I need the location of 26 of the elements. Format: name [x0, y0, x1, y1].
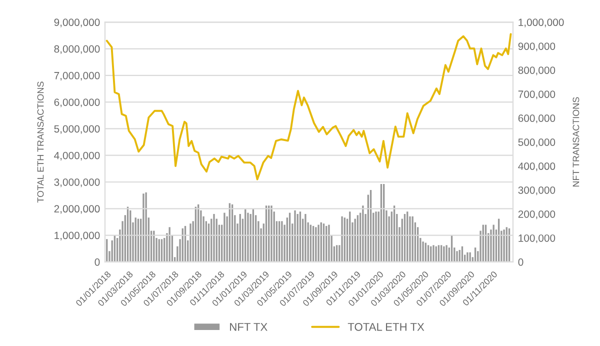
- y2-tick-label: 700,000: [518, 90, 556, 100]
- legend-label: NFT TX: [230, 323, 268, 331]
- y2-tick-label: 1,000,000: [518, 18, 564, 28]
- y-tick-label: 3,000,000: [54, 178, 100, 188]
- y2-tick-label: 600,000: [518, 114, 556, 124]
- line-series: [106, 33, 512, 180]
- y2-tick-label: 900,000: [518, 42, 556, 52]
- y2-tick-label: 200,000: [518, 210, 556, 220]
- y-tick-label: 8,000,000: [54, 45, 100, 54]
- y-tick-label: 0: [94, 258, 100, 266]
- y2-tick-label: 500,000: [518, 138, 556, 148]
- legend-label: TOTAL ETH TX: [348, 322, 424, 331]
- y-tick-label: 5,000,000: [54, 125, 100, 134]
- y2-tick-label: 800,000: [518, 66, 556, 76]
- y2-tick-label: 400,000: [518, 162, 556, 172]
- y-tick-label: 6,000,000: [54, 98, 100, 108]
- y-axis-title: TOTAL ETH TRANSACTIONS: [37, 82, 44, 203]
- y2-axis-title: NFT TRANSACTIONS: [572, 97, 580, 187]
- y2-tick-label: 100,000: [518, 234, 556, 244]
- y-tick-label: 9,000,000: [54, 18, 100, 28]
- y2-tick-label: 300,000: [518, 186, 556, 196]
- y2-tick-label: 0: [518, 258, 524, 266]
- y-tick-label: 1,000,000: [54, 232, 100, 240]
- y-tick-label: 4,000,000: [54, 152, 100, 160]
- y-tick-label: 2,000,000: [54, 205, 100, 214]
- y-tick-label: 7,000,000: [54, 72, 100, 81]
